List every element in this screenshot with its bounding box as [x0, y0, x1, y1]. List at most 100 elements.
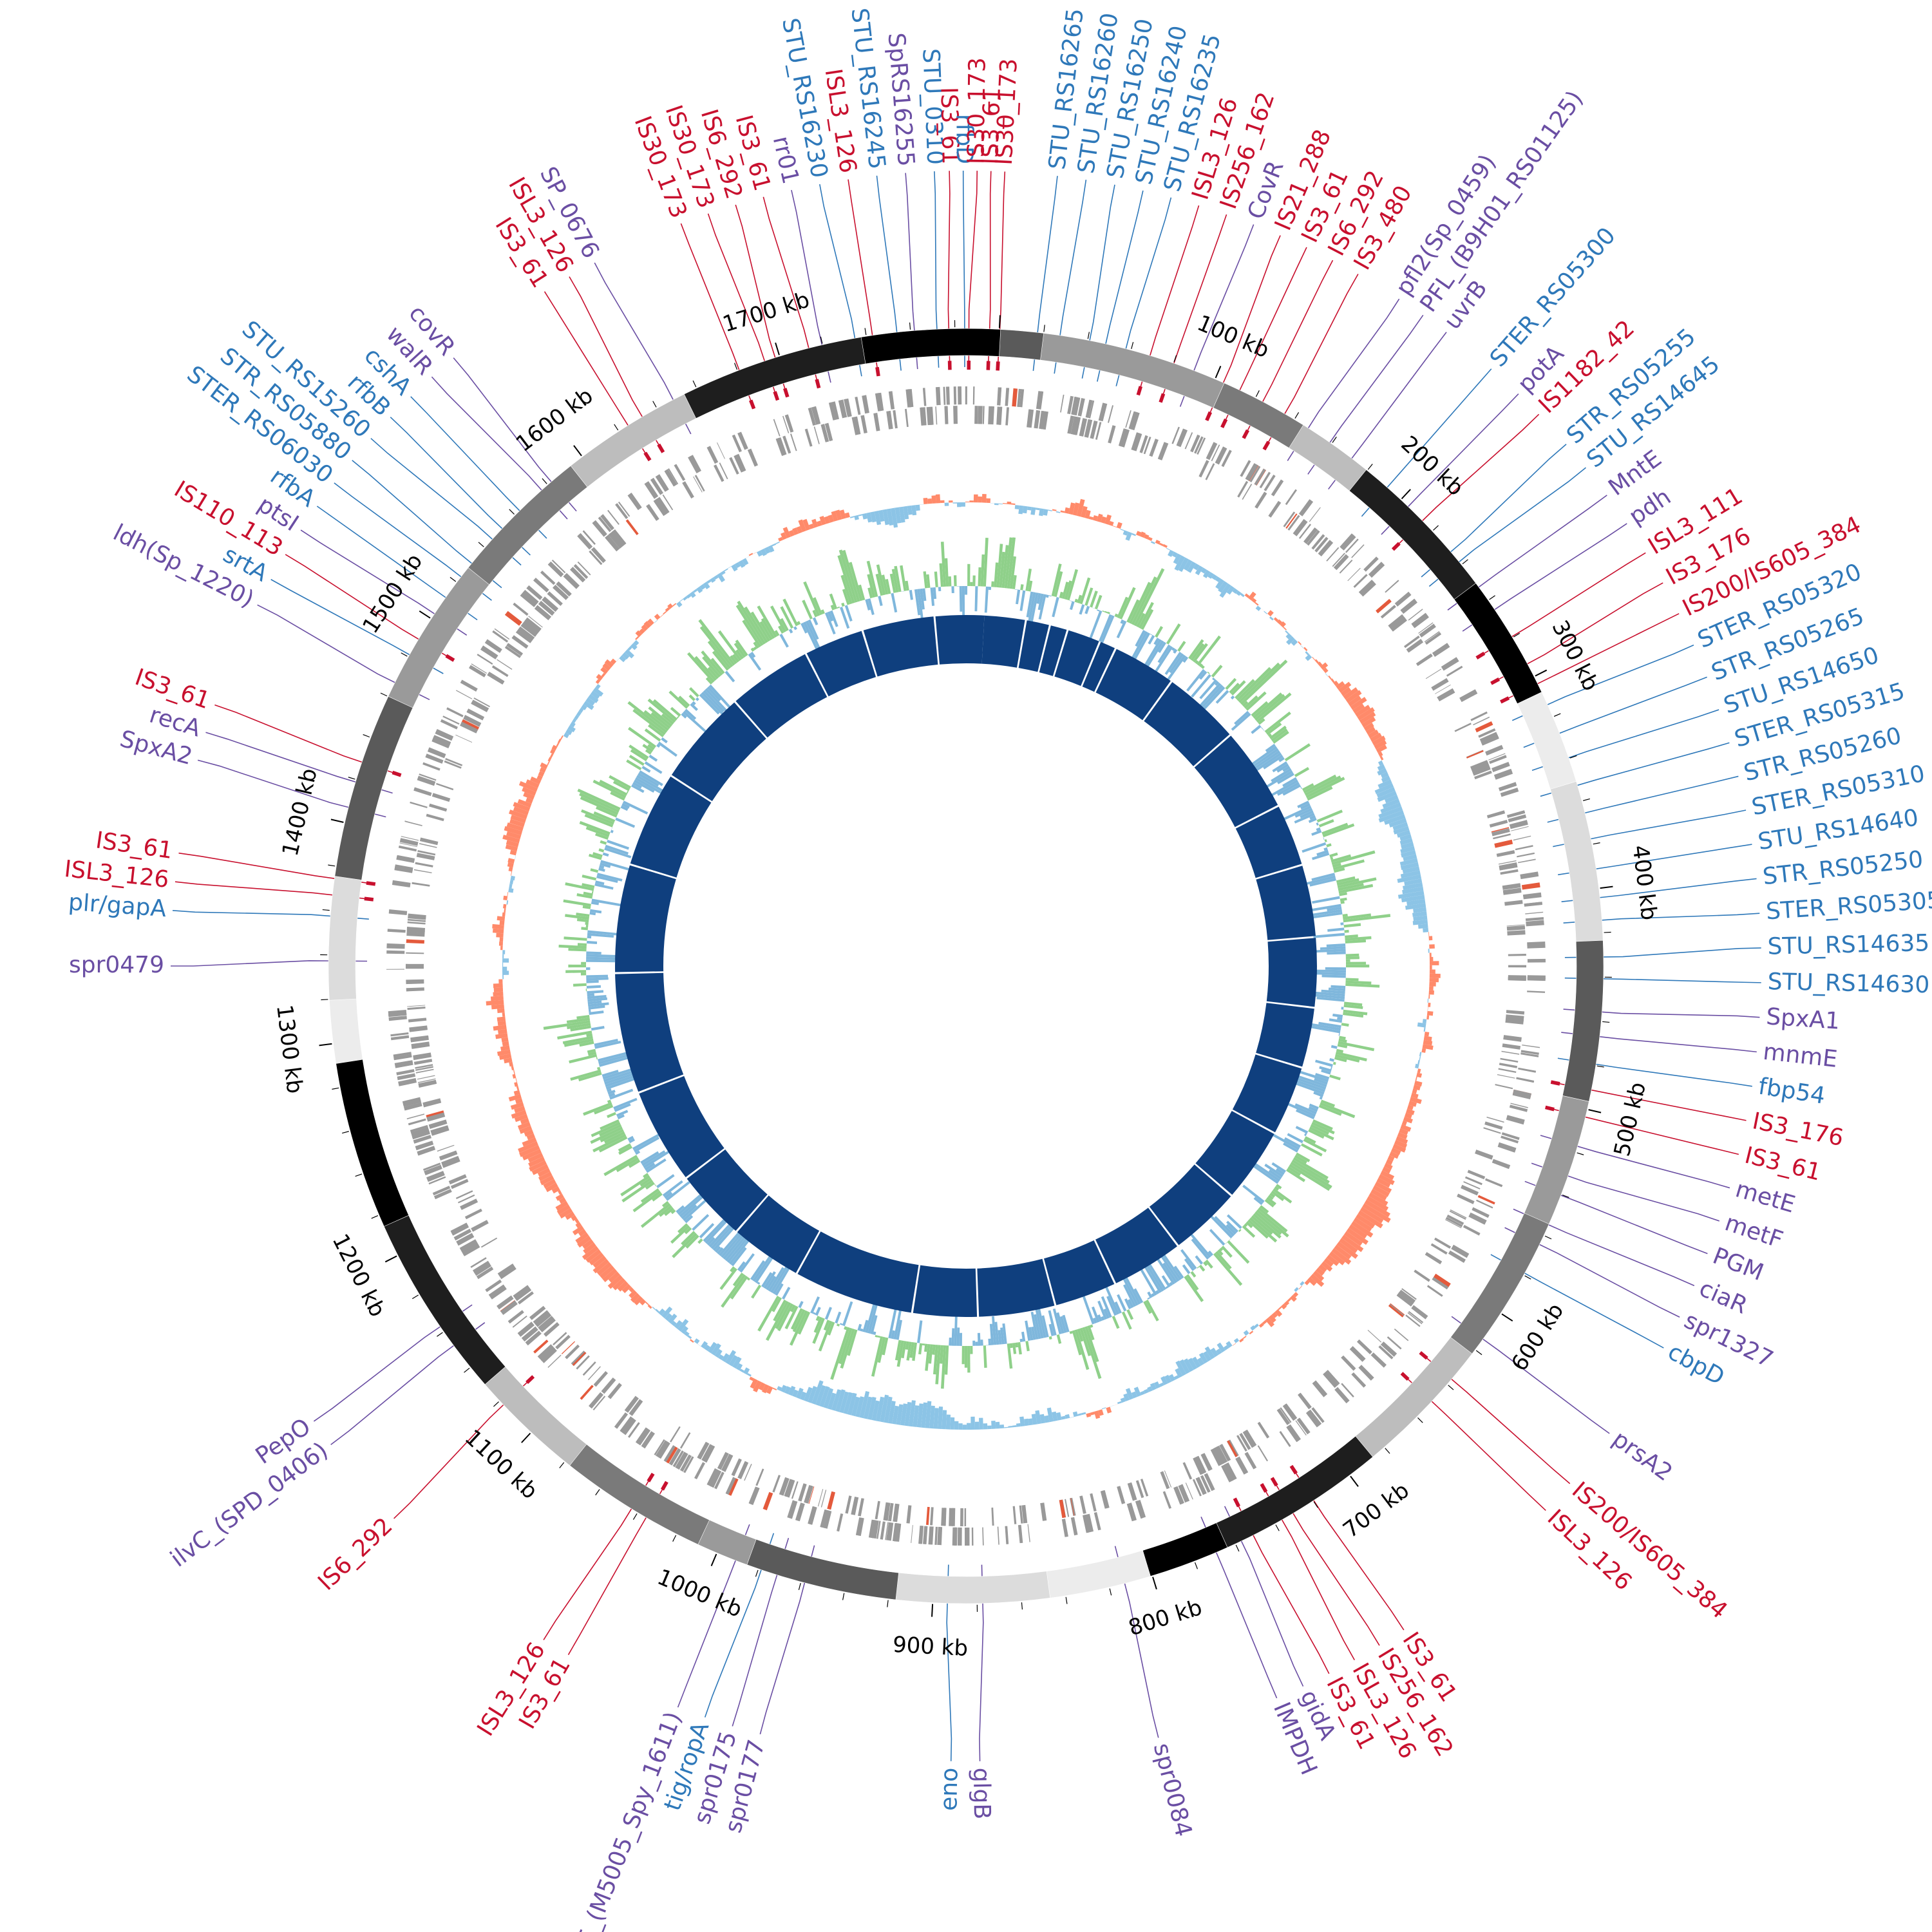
gene-feature	[1494, 839, 1513, 848]
gene-feature	[1139, 435, 1148, 453]
gc-skew-bar	[528, 1156, 545, 1168]
gene-feature	[1446, 1215, 1464, 1226]
gc-content-bar	[1316, 996, 1345, 1002]
gene-feature	[873, 413, 880, 431]
gc-skew-bar	[967, 1423, 971, 1430]
gene-feature	[784, 414, 794, 433]
gc-content-bar	[601, 1070, 619, 1077]
gc-skew-bar	[851, 1396, 860, 1417]
gene-feature	[388, 1010, 406, 1013]
gene-feature	[1425, 668, 1442, 679]
gc-content-bar	[582, 875, 597, 881]
gc-skew-bar	[847, 1392, 857, 1416]
gc-content-bar	[678, 696, 690, 707]
gene-feature	[1445, 1217, 1463, 1227]
gc-skew-bar	[867, 1397, 876, 1420]
gene-feature	[460, 679, 478, 692]
gc-content-bar	[1286, 1168, 1305, 1182]
gc-content-bar	[1198, 1264, 1206, 1272]
gene-feature	[406, 987, 424, 992]
gene-feature	[773, 419, 781, 437]
gene-feature	[535, 1312, 552, 1327]
gene-feature	[1065, 1499, 1070, 1517]
gc-content-bar	[1343, 914, 1391, 923]
gc-content-bar	[1338, 883, 1364, 891]
gc-skew-bar	[1250, 1325, 1256, 1331]
gc-content-bar	[1307, 786, 1333, 801]
gene-feature	[1475, 1152, 1492, 1160]
gene-feature	[417, 775, 436, 786]
gc-skew-bar	[517, 1121, 531, 1130]
gc-skew-bar	[1382, 1166, 1391, 1174]
gc-content-bar	[1231, 712, 1251, 731]
gc-skew-bar	[1171, 551, 1178, 558]
gene-feature	[427, 747, 446, 759]
gc-skew-bar	[498, 1028, 507, 1035]
gc-content-bar	[996, 544, 1003, 588]
gc-content-bar	[810, 1296, 820, 1314]
gene-feature	[1517, 852, 1535, 858]
gene-feature	[1506, 927, 1525, 929]
gc-skew-bar	[565, 1211, 575, 1220]
scale-tick	[342, 1131, 349, 1134]
gc-content-bar	[690, 703, 698, 711]
gene-feature	[589, 1392, 603, 1409]
gc-content-bar	[596, 875, 618, 883]
gene-feature	[1418, 622, 1434, 634]
gc-skew-bar	[1233, 1338, 1240, 1343]
gene-feature	[996, 406, 1002, 425]
gc-skew-bar	[629, 1290, 638, 1299]
gc-content-bar	[730, 1266, 735, 1273]
gc-content-bar	[837, 554, 855, 603]
gene-feature	[714, 464, 724, 482]
gc-skew-bar	[1380, 1170, 1395, 1180]
gc-content-bar	[770, 605, 787, 632]
gc-content-bar	[579, 1041, 594, 1047]
gc-content-bar	[1161, 1275, 1171, 1288]
gc-content-bar	[1321, 974, 1346, 978]
gc-skew-bar	[1396, 829, 1411, 838]
gc-skew-bar	[602, 1268, 618, 1282]
gc-skew-bar	[583, 701, 594, 710]
insertion-sequence-marker	[1475, 652, 1486, 659]
gc-skew-bar	[1368, 730, 1379, 739]
gc-content-bar	[750, 1260, 765, 1280]
gene-feature	[1341, 1383, 1354, 1397]
gc-content-bar	[662, 1180, 683, 1197]
scale-tick	[1489, 595, 1495, 600]
gc-content-bar	[914, 589, 921, 616]
gc-content-bar	[580, 796, 619, 815]
gene-feature	[905, 408, 909, 427]
gc-content-bar	[1275, 1184, 1282, 1189]
gene-feature	[564, 573, 580, 588]
gc-skew-bar	[727, 566, 732, 569]
gene-feature	[1432, 643, 1450, 657]
gc-skew-bar	[1215, 576, 1221, 582]
gene-feature	[1500, 788, 1519, 797]
gc-content-bar	[1133, 1288, 1144, 1303]
gc-content-bar	[683, 710, 708, 734]
gene-feature	[1388, 614, 1403, 627]
gc-skew-bar	[854, 515, 859, 520]
gene-feature	[1341, 535, 1356, 551]
gc-skew-bar	[1305, 651, 1309, 656]
gc-content-bar	[593, 811, 616, 823]
gc-content-bar	[587, 993, 594, 997]
gene-feature	[1182, 1462, 1193, 1480]
gene-feature	[1083, 1515, 1089, 1533]
gc-content-bar	[616, 1157, 639, 1173]
gc-content-bar	[1226, 1224, 1237, 1235]
insertion-sequence-marker	[445, 654, 455, 662]
gc-content-bar	[1343, 923, 1361, 928]
scale-tick	[332, 1087, 339, 1090]
gc-content-bar	[1309, 1103, 1319, 1110]
gene-feature	[480, 1237, 498, 1248]
gc-content-bar	[628, 726, 657, 748]
gc-content-bar	[1346, 964, 1370, 968]
gc-skew-bar	[572, 718, 577, 723]
gc-skew-bar	[1271, 1312, 1278, 1318]
gene-feature	[1502, 883, 1520, 888]
gc-content-bar	[703, 690, 725, 713]
gene-feature	[386, 943, 405, 949]
gc-skew-bar	[828, 515, 834, 523]
